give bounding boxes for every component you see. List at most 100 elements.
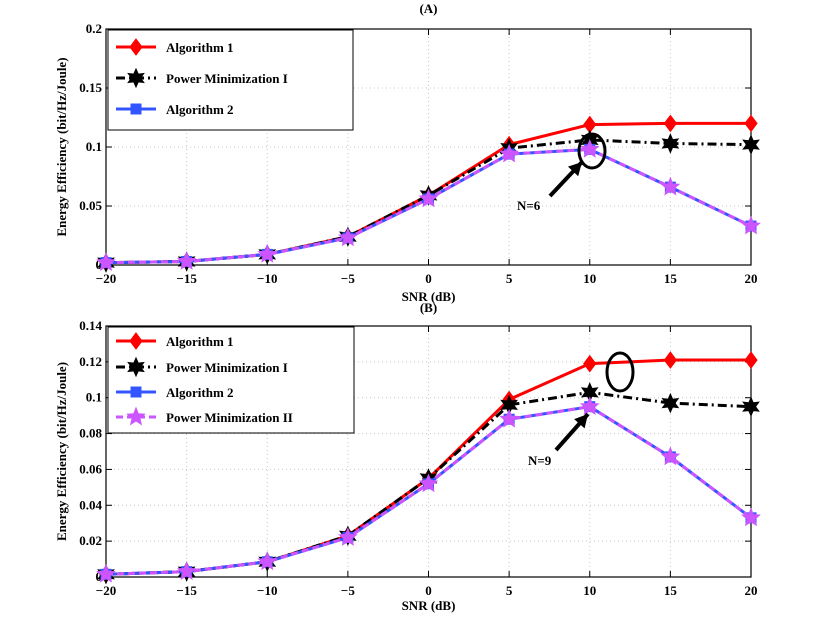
- x-tick-label: 5: [506, 583, 513, 598]
- y-tick-label: 0.1: [86, 390, 102, 405]
- data-point: [660, 446, 681, 466]
- x-tick-label: 10: [583, 271, 596, 286]
- data-point: [742, 396, 760, 417]
- y-tick-label: 0.12: [79, 354, 102, 369]
- legend-marker: [126, 406, 146, 426]
- x-tick-label: 15: [664, 583, 678, 598]
- x-tick-label: −15: [176, 271, 197, 286]
- y-tick-label: 0.2: [86, 21, 102, 36]
- data-point: [96, 563, 116, 583]
- annotation-label: N=9: [528, 453, 552, 468]
- legend: Algorithm 1 Power Minimization I Algorithm…: [107, 29, 354, 131]
- legend-item: Algorithm 1: [116, 38, 234, 56]
- data-point: [579, 396, 600, 416]
- data-point: [583, 354, 597, 373]
- legend-marker: [130, 386, 142, 398]
- data-point: [257, 551, 278, 571]
- series-power-minimization-ii: [96, 396, 761, 583]
- x-tick-label: −20: [96, 583, 116, 598]
- x-tick-label: −5: [341, 271, 355, 286]
- data-point: [499, 143, 519, 163]
- y-tick-label: 0.02: [79, 533, 102, 548]
- legend-item: Algorithm 2: [116, 102, 234, 117]
- legend-item: Algorithm 1: [116, 332, 234, 350]
- legend-marker: [129, 38, 143, 56]
- data-point: [176, 561, 197, 580]
- x-axis-label: SNR (dB): [402, 598, 456, 613]
- data-point: [176, 251, 197, 270]
- y-tick-label: 0.14: [79, 318, 102, 333]
- x-tick-label: 20: [745, 271, 758, 286]
- legend-label: Algorithm 1: [166, 334, 234, 349]
- data-point: [338, 527, 358, 546]
- legend-item: Power Minimization I: [116, 356, 288, 378]
- x-tick-label: −10: [257, 583, 277, 598]
- arrow-head: [574, 414, 588, 429]
- legend-label: Algorithm 2: [166, 102, 234, 117]
- data-point: [663, 114, 678, 133]
- y-tick-label: 0: [96, 257, 103, 272]
- panel-a: 0 0.05 0.1 0.15 0.2 −20 −15 −10 −5 0 5 10 15 20 N=6 Alg…: [54, 1, 761, 304]
- data-point: [660, 176, 681, 196]
- series-power-minimization-ii: [96, 139, 761, 271]
- legend: Algorithm 1 Power Minimization I Algorithm…: [107, 326, 355, 434]
- legend-label: Power Minimization I: [166, 71, 288, 86]
- legend-label: Algorithm 1: [166, 40, 234, 55]
- x-axis-label: SNR (dB): [402, 289, 456, 304]
- x-tick-label: 15: [664, 271, 678, 286]
- x-tick-label: 10: [583, 583, 596, 598]
- axes-box: [105, 325, 752, 578]
- panel-title: (A): [419, 1, 437, 16]
- annotation-label: N=6: [517, 198, 541, 213]
- data-point: [742, 134, 760, 155]
- data-point: [338, 227, 358, 247]
- data-point: [418, 188, 439, 208]
- data-point: [741, 507, 761, 527]
- y-tick-label: 0.1: [86, 139, 102, 154]
- x-tick-label: 0: [425, 583, 432, 598]
- legend-item: Algorithm 2: [116, 385, 234, 400]
- y-tick-label: 0.15: [79, 80, 102, 95]
- data-point: [257, 244, 278, 263]
- y-tick-label: 0.05: [79, 198, 102, 213]
- panel-title: (B): [420, 300, 437, 315]
- legend-marker: [129, 332, 143, 350]
- data-point: [661, 133, 680, 154]
- legend-marker: [127, 67, 145, 89]
- x-tick-label: −10: [257, 271, 277, 286]
- legend-box: [107, 326, 355, 434]
- x-tick-label: −5: [341, 583, 355, 598]
- y-tick-label: 0.08: [79, 426, 102, 441]
- legend-marker: [130, 103, 142, 115]
- data-point: [579, 139, 600, 158]
- y-axis-label: Energy Efficiency (bit/Hz/Joule): [54, 57, 69, 236]
- x-tick-label: 0: [425, 271, 432, 286]
- y-axis-label: Energy Efficiency (bit/Hz/Joule): [54, 362, 69, 541]
- y-tick-label: 0.06: [79, 461, 102, 476]
- data-point: [741, 215, 761, 235]
- highlight-ellipse: [577, 132, 607, 170]
- legend-label: Power Minimization II: [166, 410, 293, 425]
- legend-marker: [127, 356, 145, 378]
- data-point: [744, 351, 758, 369]
- data-point: [418, 473, 439, 493]
- legend-item: Power Minimization I: [116, 67, 288, 89]
- data-point: [499, 408, 519, 428]
- data-point: [744, 114, 758, 133]
- highlight-ellipse: [605, 351, 635, 393]
- x-tick-label: −20: [96, 271, 116, 286]
- x-tick-label: −15: [176, 583, 197, 598]
- y-tick-label: 0.04: [79, 497, 102, 512]
- data-point: [96, 252, 116, 271]
- x-tick-label: 5: [506, 271, 513, 286]
- legend-label: Power Minimization I: [166, 360, 288, 375]
- arrow-head: [567, 162, 582, 177]
- x-tick-label: 20: [745, 583, 758, 598]
- legend-item: Power Minimization II: [116, 406, 293, 426]
- legend-label: Algorithm 2: [166, 385, 234, 400]
- panel-b: 0 0.02 0.04 0.06 0.08 0.1 0.12 0.14 −20 −15 −10 −5 0…: [54, 300, 761, 613]
- data-point: [663, 351, 677, 369]
- y-tick-label: 0: [96, 569, 103, 584]
- data-point: [661, 392, 680, 414]
